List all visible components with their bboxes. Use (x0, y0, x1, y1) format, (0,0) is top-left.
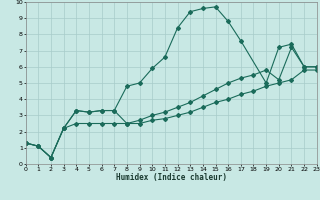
X-axis label: Humidex (Indice chaleur): Humidex (Indice chaleur) (116, 173, 227, 182)
